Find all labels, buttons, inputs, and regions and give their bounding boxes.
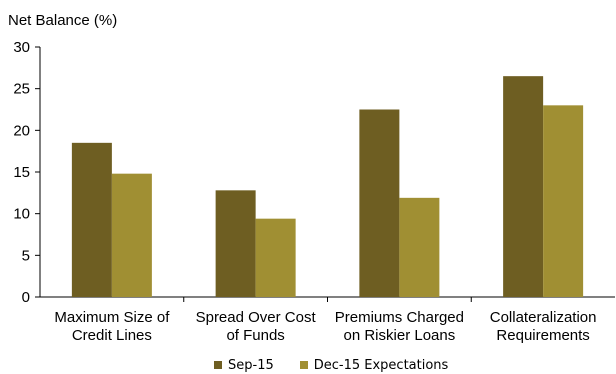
category-label-1: Spread Over Cost of Funds bbox=[196, 309, 317, 344]
category-label-2: Premiums Charged on Riskier Loans bbox=[335, 309, 464, 344]
bar-sep-15-0 bbox=[71, 142, 112, 297]
category-label-0: Maximum Size of Credit Lines bbox=[54, 309, 170, 344]
category-label-line-3-1: Requirements bbox=[496, 327, 589, 344]
bar-dec-15-expectations-0 bbox=[111, 173, 152, 297]
category-label-line-1-0: Spread Over Cost bbox=[196, 309, 317, 326]
legend-swatch-dec-15 bbox=[299, 361, 308, 369]
y-tick-label-25: 25 bbox=[13, 81, 30, 98]
y-tick-label-20: 20 bbox=[13, 122, 30, 139]
category-label-line-1-1: of Funds bbox=[226, 327, 284, 344]
y-tick-label-0: 0 bbox=[22, 289, 30, 306]
bar-dec-15-expectations-3 bbox=[543, 105, 584, 297]
bar-dec-15-expectations-2 bbox=[399, 197, 440, 297]
bar-sep-15-3 bbox=[503, 76, 544, 298]
y-tick-label-10: 10 bbox=[13, 206, 30, 223]
legend-label-sep-15: Sep-15 bbox=[228, 357, 274, 373]
y-tick-label-5: 5 bbox=[22, 247, 30, 264]
category-label-line-0-0: Maximum Size of bbox=[54, 309, 170, 326]
legend: Sep-15 Dec-15 Expectations bbox=[214, 357, 474, 373]
legend-item-dec-15: Dec-15 Expectations bbox=[299, 357, 449, 373]
legend-label-dec-15: Dec-15 Expectations bbox=[313, 357, 449, 373]
y-axis-label: Net Balance (%) bbox=[8, 12, 118, 29]
category-label-line-2-0: Premiums Charged bbox=[335, 309, 464, 326]
category-label-line-2-1: on Riskier Loans bbox=[344, 327, 456, 344]
legend-item-sep-15: Sep-15 bbox=[214, 358, 274, 373]
bar-sep-15-1 bbox=[215, 190, 256, 297]
category-label-line-0-1: Credit Lines bbox=[72, 327, 152, 344]
bar-dec-15-expectations-1 bbox=[255, 218, 296, 297]
category-label-line-3-0: Collateralization bbox=[490, 309, 597, 326]
y-tick-label-30: 30 bbox=[13, 39, 30, 56]
category-label-3: Collateralization Requirements bbox=[490, 309, 597, 344]
bar-sep-15-2 bbox=[359, 109, 400, 297]
y-tick-label-15: 15 bbox=[13, 164, 30, 181]
legend-swatch-sep-15 bbox=[214, 361, 222, 369]
